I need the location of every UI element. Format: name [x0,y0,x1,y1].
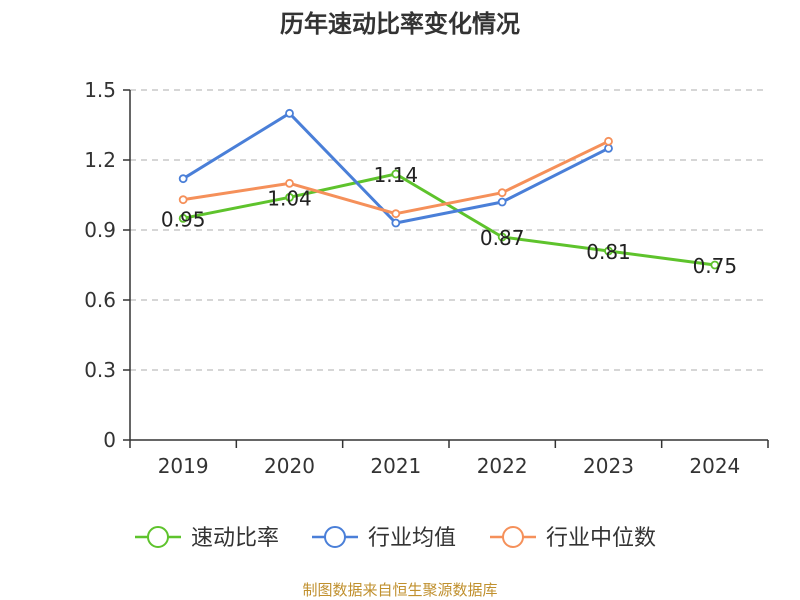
data-point [497,232,507,242]
x-tick-label: 2022 [477,454,528,478]
data-point [285,192,294,202]
y-tick-label: 1.2 [84,148,116,172]
legend-marker [147,526,169,548]
data-label: 1.04 [267,186,312,210]
data-point [604,246,613,256]
grid-lines [130,89,768,371]
source-note: 制图数据来自恒生聚源数据库 [302,581,497,599]
y-tick-label: 1.5 [84,78,116,102]
x-tick-label: 2019 [158,454,209,478]
data-point [178,174,188,184]
legend-item-0[interactable]: 速动比率 [135,526,279,551]
data-point [178,195,188,205]
y-tick-label: 0.3 [84,358,116,382]
legend-marker [502,526,524,548]
data-point [391,209,401,219]
data-point [604,143,613,153]
legend-marker [324,526,346,548]
data-label: 0.75 [693,254,738,278]
x-tick-label: 2020 [264,454,315,478]
data-label: 0.87 [480,226,525,250]
y-tick-label: 0 [103,428,116,452]
x-tick-label: 2024 [689,454,740,478]
legend[interactable]: 速动比率 行业均值 行业中位数 [135,526,656,551]
chart-title: 历年速动比率变化情况 [280,10,520,38]
data-labels: 0.95 1.04 1.14 0.87 0.81 0.75 [161,163,737,278]
data-point [391,169,401,179]
legend-label: 行业中位数 [546,526,656,551]
data-point [604,136,613,146]
x-tick-label: 2021 [370,454,421,478]
data-point [497,197,507,207]
data-point [497,188,507,198]
x-tick-label: 2023 [583,454,634,478]
data-point [391,218,401,228]
data-label: 0.81 [586,240,631,264]
data-point [285,178,294,188]
legend-item-1[interactable]: 行业均值 [312,526,456,551]
data-label: 0.95 [161,207,206,231]
data-point [710,260,720,270]
axes: 0 0.3 0.6 0.9 1.2 1.5 2019 2020 2021 2022 2023 2024 [84,78,769,478]
legend-item-2[interactable]: 行业中位数 [490,526,656,551]
y-tick-label: 0.9 [84,218,116,242]
series-line-0 [182,172,716,267]
data-point [178,213,188,223]
legend-label: 速动比率 [191,526,279,551]
series-layer [178,108,720,270]
data-label: 1.14 [374,163,419,187]
legend-label: 行业均值 [368,526,456,551]
y-tick-label: 0.6 [84,288,116,312]
data-point [285,108,294,118]
